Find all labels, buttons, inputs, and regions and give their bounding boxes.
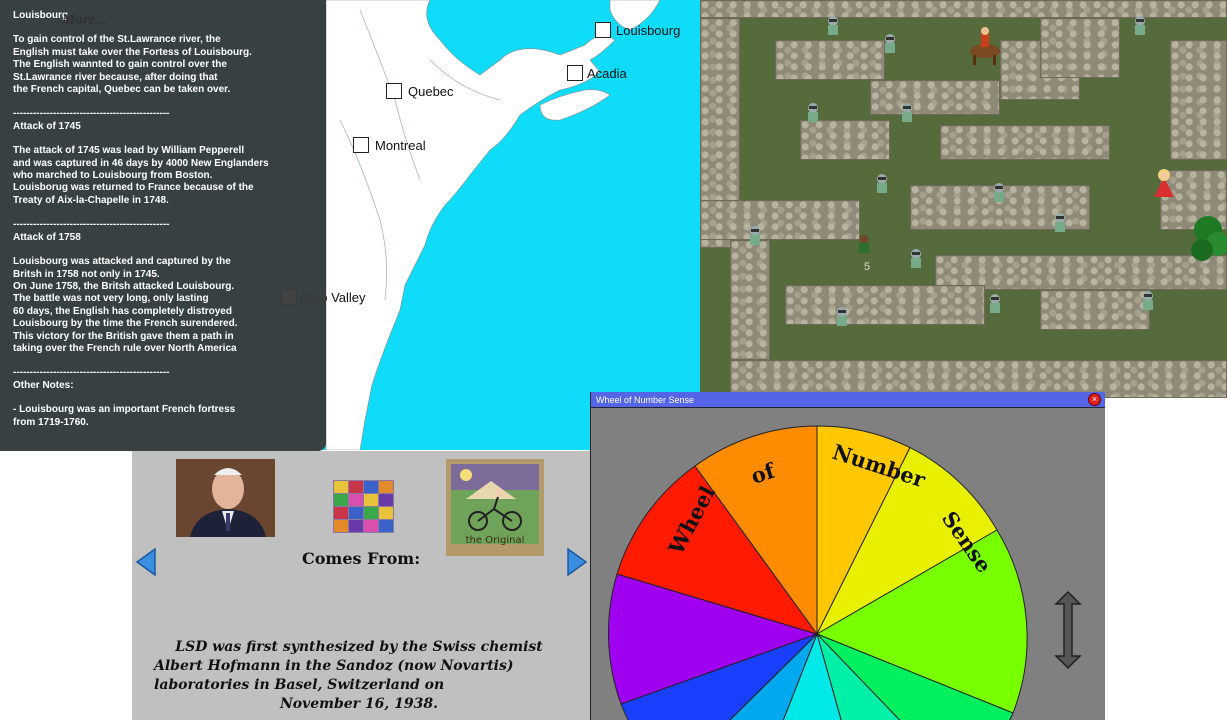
soldier-sprite <box>906 248 926 272</box>
soldier-sprite <box>985 293 1005 317</box>
tree-icon <box>1190 210 1227 270</box>
maze-wall <box>800 120 890 160</box>
maze-wall <box>1040 18 1120 78</box>
marker-louisbourg[interactable] <box>595 22 611 38</box>
soldier-sprite <box>1138 290 1158 314</box>
lsd-line: LSD was first synthesized by the Swiss c… <box>154 638 564 657</box>
window-titlebar[interactable]: Wheel of Number Sense × <box>591 392 1105 408</box>
maze-wall <box>870 80 1000 115</box>
marker-label: Acadia <box>587 66 627 81</box>
divider: ----------------------------------------… <box>13 367 313 379</box>
info-title: Louisbourg <box>13 10 313 22</box>
soldier-sprite <box>1050 212 1070 236</box>
divider: ----------------------------------------… <box>13 108 313 120</box>
lsd-line: November 16, 1938. <box>154 695 564 714</box>
soldier-sprite <box>880 33 900 57</box>
player-sprite <box>855 233 873 257</box>
lsd-description: LSD was first synthesized by the Swiss c… <box>154 638 564 714</box>
more-link[interactable]: More... <box>62 14 107 26</box>
marker-label: Quebec <box>408 84 454 99</box>
princess-sprite <box>1150 165 1178 199</box>
text-attack-1758: Louisbourg was attacked and captured by … <box>13 256 313 355</box>
game-maze-panel[interactable]: 5 <box>700 0 1227 398</box>
portrait-photo <box>176 459 275 537</box>
lsd-line: laboratories in Basel, Switzerland on <box>154 676 564 695</box>
blotter-sheet-image <box>333 480 394 533</box>
divider: ----------------------------------------… <box>13 219 313 231</box>
soldier-sprite <box>872 173 892 197</box>
info-intro: To gain control of the St.Lawrance river… <box>13 34 313 96</box>
heading-attack-1758: Attack of 1758 <box>13 232 313 244</box>
close-icon[interactable]: × <box>1088 393 1101 406</box>
soldier-sprite <box>897 102 917 126</box>
text-other-notes: - Louisbourg was an important French for… <box>13 404 313 429</box>
wheel-window: Wheel of Number Sense × Wheel of Number … <box>590 392 1105 720</box>
soldier-sprite <box>803 102 823 126</box>
maze-wall <box>730 240 770 360</box>
step-counter: 5 <box>864 261 870 273</box>
lsd-line: Albert Hofmann in the Sandoz (now Novart… <box>154 657 564 676</box>
soldier-sprite <box>823 15 843 39</box>
soldier-sprite <box>745 225 765 249</box>
heading-other-notes: Other Notes: <box>13 380 313 392</box>
heading-attack-1745: Attack of 1745 <box>13 121 313 133</box>
maze-wall <box>785 285 985 325</box>
maze-wall <box>1170 40 1227 160</box>
soldier-sprite <box>832 306 852 330</box>
up-down-arrow-icon[interactable] <box>1053 590 1083 670</box>
marker-montreal[interactable] <box>353 137 369 153</box>
soldier-sprite <box>989 182 1009 206</box>
text-attack-1745: The attack of 1745 was lead by William P… <box>13 145 313 207</box>
marker-quebec[interactable] <box>386 83 402 99</box>
maze-wall <box>775 40 885 80</box>
next-arrow-button[interactable] <box>566 547 588 577</box>
marker-acadia[interactable] <box>567 65 583 81</box>
stamp-caption: the Original <box>446 535 544 546</box>
soldier-sprite <box>1130 15 1150 39</box>
maze-wall <box>1040 290 1150 330</box>
marker-label: Louisbourg <box>616 23 680 38</box>
prev-arrow-button[interactable] <box>135 547 157 577</box>
number-wheel[interactable]: Wheel of Number Sense <box>591 408 1105 720</box>
maze-wall <box>700 200 860 240</box>
wheel-wedges <box>608 426 1027 720</box>
lsd-info-panel: the Original Comes From: LSD was first s… <box>132 451 590 720</box>
marker-label: Montreal <box>375 138 426 153</box>
maze-wall <box>940 125 1110 160</box>
info-panel: More... Louisbourg To gain control of th… <box>0 0 326 451</box>
bicycle-stamp-image: the Original <box>446 459 544 556</box>
window-title: Wheel of Number Sense <box>596 395 694 405</box>
horse-rider-sprite <box>963 25 1005 67</box>
comes-from-heading: Comes From: <box>302 549 420 568</box>
